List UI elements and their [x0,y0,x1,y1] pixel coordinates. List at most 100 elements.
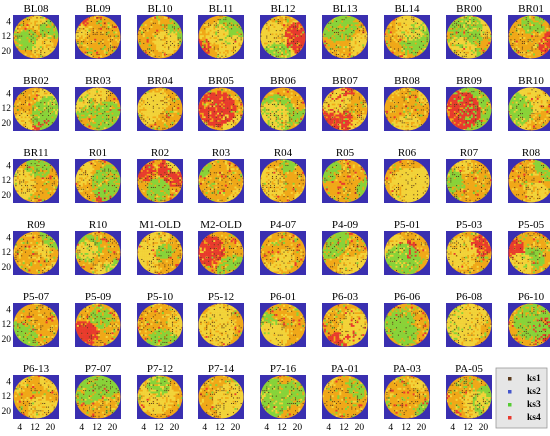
panel-title: P5-05 [518,219,545,231]
x-tick-label: 12 [30,423,40,433]
x-tick-label: 20 [46,423,56,433]
panel-bl12: BL12 [260,3,306,59]
wafer-map [260,303,306,347]
panel-m2-old: M2-OLD [198,219,244,275]
y-tick-label: 4 [6,305,11,315]
panel-r04: R04 [260,147,306,203]
panel-title: P7-16 [270,363,297,375]
wafer-map [446,15,492,59]
panel-p6-06: P6-06 [384,291,430,347]
wafer-map [137,375,183,419]
panel-r09: R09 4 12 20 [2,219,59,275]
x-tick-label: 20 [479,423,489,433]
panel-bl08: BL08 4 12 20 [2,3,59,59]
panel-title: M1-OLD [139,219,181,231]
y-tick-label: 4 [6,233,11,243]
panel-pa-01: PA-01 4 12 20 [322,363,368,433]
y-tick-label: 20 [2,47,12,57]
panel-title: PA-01 [331,363,359,375]
panel-title: BR08 [394,75,420,87]
panel-p5-01: P5-01 [384,219,430,275]
panel-pa-05: PA-05 4 12 20 [446,363,492,433]
panel-p6-01: P6-01 [260,291,306,347]
panel-bl13: BL13 [322,3,368,59]
panel-title: BR03 [85,75,111,87]
panel-pa-03: PA-03 4 12 20 [384,363,430,433]
y-tick-label: 4 [6,89,11,99]
panel-title: P4-09 [332,219,359,231]
panel-br06: BR06 [260,75,306,131]
panel-p7-12: P7-12 4 12 20 [137,363,183,433]
wafer-map [508,231,550,275]
panel-title: BL13 [332,3,358,15]
y-tick-label: 12 [2,320,12,330]
panel-title: R07 [460,147,479,159]
panel-br07: BR07 [322,75,368,131]
wafer-map [198,87,244,131]
panel-p5-05: P5-05 [508,219,550,275]
legend-marker-ks2 [508,390,512,394]
panel-title: P5-03 [456,219,483,231]
panel-title: BL08 [23,3,49,15]
legend-marker-ks1 [508,377,512,381]
panel-p5-07: P5-07 4 12 20 [2,291,59,347]
wafer-map [75,303,121,347]
x-tick-label: 12 [339,423,349,433]
panel-title: M2-OLD [200,219,242,231]
panel-title: P6-10 [518,291,545,303]
legend-box [495,367,548,429]
panel-r10: R10 [75,219,121,275]
panel-title: BL14 [394,3,420,15]
panel-title: R06 [398,147,417,159]
x-tick-label: 12 [215,423,225,433]
panel-r02: R02 [137,147,183,203]
panel-title: P6-06 [394,291,421,303]
panel-title: P5-07 [23,291,50,303]
panel-title: P6-13 [23,363,50,375]
x-tick-label: 20 [293,423,303,433]
wafer-map [198,375,244,419]
panel-title: BR10 [518,75,544,87]
panel-title: R01 [89,147,107,159]
legend-label-ks3: ks3 [527,400,541,410]
y-tick-label: 12 [2,248,12,258]
panel-p6-10: P6-10 [508,291,550,347]
panel-br08: BR08 [384,75,430,131]
x-tick-label: 4 [202,423,207,433]
panel-title: P5-01 [394,219,420,231]
panel-title: BR00 [456,3,482,15]
panel-p6-13: P6-13 4 12 20 4 12 20 [2,363,59,433]
panel-p4-07: P4-07 [260,219,306,275]
panel-title: BL10 [147,3,173,15]
panel-title: R02 [151,147,169,159]
y-tick-label: 4 [6,377,11,387]
panel-br10: BR10 [508,75,550,131]
panel-p5-10: P5-10 [137,291,183,347]
y-tick-label: 20 [2,263,12,273]
y-tick-label: 12 [2,392,12,402]
y-tick-label: 12 [2,32,12,42]
x-tick-label: 4 [450,423,455,433]
wafer-map [137,159,183,203]
wafer-map [384,231,430,275]
panel-title: BR02 [23,75,49,87]
panel-title: P7-14 [208,363,235,375]
panel-title: P5-12 [208,291,234,303]
panel-title: P6-03 [332,291,359,303]
wafer-map [508,87,550,131]
panel-title: BR04 [147,75,173,87]
panel-title: BL11 [209,3,234,15]
x-tick-label: 4 [17,423,22,433]
legend: ks1 ks2 ks3 ks4 [495,367,548,429]
x-tick-label: 12 [277,423,287,433]
wafer-map [322,87,368,131]
panel-bl09: BL09 [75,3,121,59]
x-tick-label: 4 [326,423,331,433]
panel-title: R10 [89,219,108,231]
y-tick-label: 12 [2,176,12,186]
panel-title: P7-07 [85,363,112,375]
panel-p6-03: P6-03 [322,291,368,347]
wafer-map [75,87,121,131]
panel-p7-14: P7-14 4 12 20 [198,363,244,433]
panel-title: P6-01 [270,291,296,303]
